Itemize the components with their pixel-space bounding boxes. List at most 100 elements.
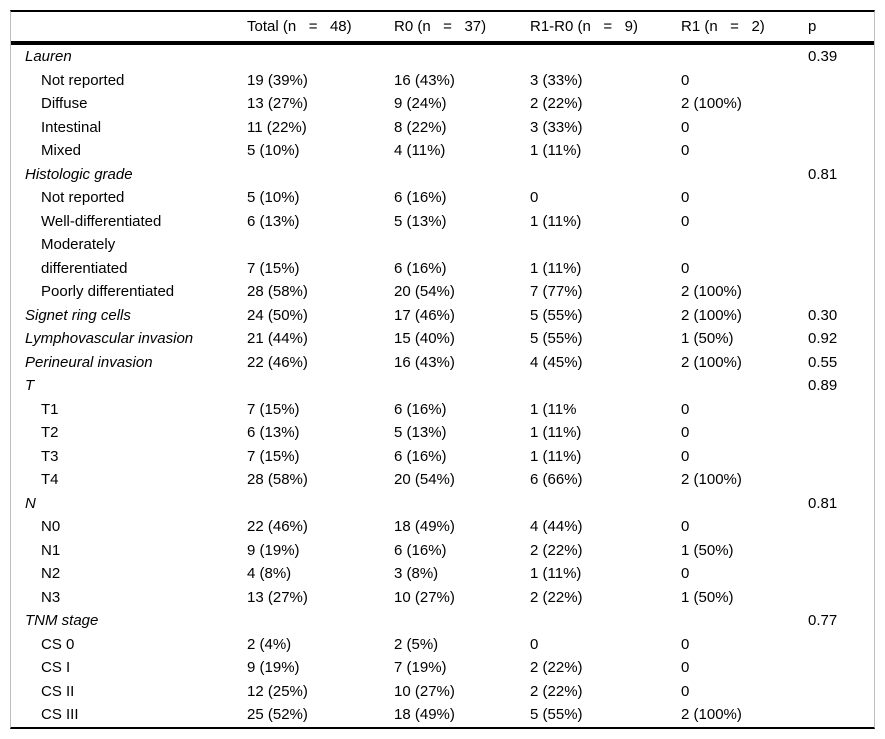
cell-r1: 2 (100%) [681,306,742,324]
table-row: CS 0 2 (4%) 2 (5%) 0 0 [11,633,874,657]
row-item-label: Intestinal [41,118,102,136]
cell-total: 24 (50%) [247,306,308,324]
cell-r1r0: 2 (22%) [530,659,583,676]
cell-r1r0: 1 (11%) [530,259,582,277]
column-header: p [808,18,817,35]
cell-r1r0: 1 (11%) [530,565,582,582]
cell-r1: 0 [681,71,690,89]
cell-r1r0: 1 (11%) [530,212,582,230]
cell-r0: 6 (16%) [394,541,447,559]
cell-total: 25 (52%) [247,706,308,723]
column-header: Total (n = 48) [247,18,352,35]
table-row: TNM stage 0.77 [11,609,874,633]
cell-total: 11 (22%) [247,118,307,136]
cell-r1: 2 (100%) [681,283,742,300]
table-row: Diffuse 13 (27%) 9 (24%) 2 (22%) 2 (100%) [11,92,874,116]
row-item-label: N2 [41,565,61,582]
cell-total: 6 (13%) [247,424,300,441]
cell-r1: 0 [681,118,690,136]
row-item-label: CS III [41,706,79,723]
cell-r1: 0 [681,635,690,653]
row-item-label: Not reported [41,189,125,206]
cell-p-value: 0.77 [808,612,838,629]
cell-r1: 2 (100%) [681,353,742,371]
table-row: Not reported 19 (39%) 16 (43%) 3 (33%) 0 [11,69,874,93]
cell-p-value: 0.30 [808,306,838,324]
cell-r1: 0 [681,659,690,676]
table-row: CS I 9 (19%) 7 (19%) 2 (22%) 0 [11,656,874,680]
row-category-label: T [25,377,35,394]
table-row: N1 9 (19%) 6 (16%) 2 (22%) 1 (50%) [11,539,874,563]
row-category-label: Signet ring cells [25,306,131,324]
table-row: Intestinal 11 (22%) 8 (22%) 3 (33%) 0 [11,116,874,140]
cell-p-value: 0.81 [808,165,838,183]
cell-r1: 0 [681,189,690,206]
table-row: Signet ring cells 24 (50%) 17 (46%) 5 (55%)… [11,304,874,328]
row-category-label: Histologic grade [25,165,133,183]
cell-total: 22 (46%) [247,353,308,371]
cell-p-value: 0.55 [808,353,838,371]
cell-r0: 17 (46%) [394,306,455,324]
table-header-row: Total (n = 48) R0 (n = 37) R1-R0 (n = 9) R1… [11,12,874,45]
cell-total: 13 (27%) [247,95,308,112]
cell-r1r0: 3 (33%) [530,71,583,89]
cell-r1r0: 2 (22%) [530,682,583,700]
row-category-label: Lauren [25,48,72,65]
cell-total: 13 (27%) [247,588,308,606]
cell-r0: 6 (16%) [394,400,447,418]
cell-r0: 15 (40%) [394,330,455,347]
row-category-label: N [25,494,36,512]
cell-r1r0: 3 (33%) [530,118,583,136]
cell-r1r0: 5 (55%) [530,330,583,347]
cell-r0: 6 (16%) [394,259,447,277]
cell-p-value: 0.81 [808,494,838,512]
row-item-label: Well-differentiated [41,212,162,230]
column-header: R1 (n = 2) [681,18,765,35]
cell-r0: 5 (13%) [394,424,447,441]
row-item-label: N0 [41,518,61,535]
cell-r1: 1 (50%) [681,588,734,606]
cell-r1: 0 [681,518,690,535]
row-item-label: T2 [41,424,59,441]
cell-r1r0: 1 (11%) [530,447,582,465]
row-item-label: differentiated [41,259,128,277]
cell-r0: 10 (27%) [394,588,455,606]
cell-total: 19 (39%) [247,71,308,89]
row-category-label: TNM stage [25,612,99,629]
table-row: Poorly differentiated 28 (58%) 20 (54%) 7 (… [11,280,874,304]
cell-p-value: 0.39 [808,48,838,65]
cell-total: 4 (8%) [247,565,292,582]
row-item-label: T4 [41,471,59,488]
cell-r0: 3 (8%) [394,565,439,582]
cell-r0: 4 (11%) [394,142,446,159]
cell-r1r0: 2 (22%) [530,541,583,559]
table-row: Not reported 5 (10%) 6 (16%) 0 0 [11,186,874,210]
table-row: Perineural invasion 22 (46%) 16 (43%) 4 (45… [11,351,874,375]
pathology-results-table: Total (n = 48) R0 (n = 37) R1-R0 (n = 9) R1… [10,10,875,729]
cell-p-value: 0.92 [808,330,838,347]
table-row: T3 7 (15%) 6 (16%) 1 (11%) 0 [11,445,874,469]
cell-total: 22 (46%) [247,518,308,535]
cell-r0: 7 (19%) [394,659,447,676]
row-item-label: CS II [41,682,75,700]
cell-r1: 2 (100%) [681,706,742,723]
cell-r1r0: 1 (11%) [530,142,582,159]
table-row: differentiated 7 (15%) 6 (16%) 1 (11%) 0 [11,257,874,281]
column-header: R1-R0 (n = 9) [530,18,638,35]
table-row: N0 22 (46%) 18 (49%) 4 (44%) 0 [11,515,874,539]
cell-total: 7 (15%) [247,259,300,277]
cell-total: 6 (13%) [247,212,300,230]
cell-total: 2 (4%) [247,635,292,653]
row-item-label: Diffuse [41,95,88,112]
row-category-label: Perineural invasion [25,353,153,371]
cell-r1: 2 (100%) [681,95,742,112]
cell-r0: 2 (5%) [394,635,439,653]
row-item-label: T1 [41,400,59,418]
cell-r1r0: 6 (66%) [530,471,583,488]
cell-r1r0: 2 (22%) [530,95,583,112]
row-item-label: N1 [41,541,61,559]
cell-r0: 6 (16%) [394,189,447,206]
column-header: R0 (n = 37) [394,18,487,35]
row-item-label: CS 0 [41,635,75,653]
cell-r0: 16 (43%) [394,71,455,89]
